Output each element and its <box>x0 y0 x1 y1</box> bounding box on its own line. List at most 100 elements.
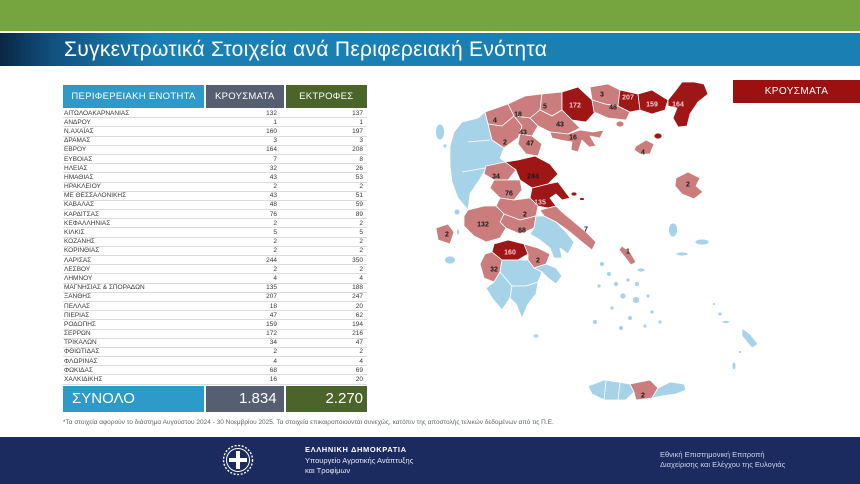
footnote-text: *Τα στοιχεία αφορούν το διάστημα Αυγούστ… <box>63 419 554 426</box>
region-name: ΗΡΑΚΛΕΙΟΥ <box>64 183 101 191</box>
cases-value: 207 <box>266 293 277 301</box>
farms-value: 53 <box>355 173 363 181</box>
farms-value: 47 <box>355 339 363 347</box>
region-pierias <box>517 133 543 157</box>
region-zakynthos-island <box>444 255 456 265</box>
cases-value: 2 <box>273 183 277 191</box>
farms-value: 2 <box>359 348 363 356</box>
ministry-text-block: ΕΛΛΗΝΙΚΗ ΔΗΜΟΚΡΑΤΙΑ Υπουργείο Αγροτικής … <box>305 445 413 475</box>
table-body: ΑΙΤΩΛΟΑΚΑΡΝΑΝΙΑΣ 132 137 ΑΝΔΡΟΥ 1 1 Ν.ΑΧΑΪΑΣ 16… <box>63 109 367 385</box>
cases-value: 2 <box>273 238 277 246</box>
cases-value: 132 <box>266 109 277 117</box>
region-name: ΚΙΛΚΙΣ <box>64 229 85 237</box>
farms-value: 8 <box>359 155 363 163</box>
farms-value: 1 <box>359 118 363 126</box>
cases-value: 2 <box>273 265 277 273</box>
table-row: ΑΝΔΡΟΥ 1 1 <box>63 118 367 128</box>
table-row: ΧΑΛΚΙΔΙΚΗΣ 16 20 <box>63 375 367 385</box>
map-value-thessalonikis: 43 <box>556 121 564 129</box>
committee-text-block: Εθνική Επιστημονική Επιτροπή Διαχείρισης… <box>660 450 785 470</box>
cases-value: 18 <box>269 302 277 310</box>
total-farms-value: 2.270 <box>285 385 368 412</box>
region-name: ΗΛΕΙΑΣ <box>64 164 88 172</box>
map-value-layer: 4 18 5 172 3 48 207 159 164 43 43 2 47 16 4 34 244 2 76 135… <box>390 82 780 432</box>
cases-value: 68 <box>269 366 277 374</box>
committee-line2: Διαχείρισης και Ελέγχου της Ευλογιάς <box>660 460 786 469</box>
top-green-band <box>0 0 860 31</box>
table-row: Ν.ΑΧΑΪΑΣ 160 197 <box>63 127 367 137</box>
region-name: ΞΑΝΘΗΣ <box>64 293 92 301</box>
column-header-regional-unit: ΠΕΡΙΦΕΡΕΙΑΚΗ ΕΝΟΤΗΤΑ <box>63 85 205 108</box>
region-kavalas <box>591 99 631 121</box>
map-value-fthiotidas: 2 <box>523 211 527 219</box>
table-row: ΕΒΡΟΥ 164 208 <box>63 146 367 155</box>
region-thasos-island <box>615 120 625 128</box>
region-cyclades-island <box>606 271 612 277</box>
region-name: ΔΡΑΜΑΣ <box>64 137 91 145</box>
title-bar: Συγκεντρωτικά Στοιχεία ανά Περιφερειακή … <box>0 33 860 66</box>
map-value-pierias: 47 <box>526 140 534 148</box>
region-name: ΤΡΙΚΑΛΩΝ <box>64 339 97 347</box>
map-value-kilkis: 5 <box>543 103 547 111</box>
cases-value: 43 <box>269 192 277 200</box>
region-karditsas <box>489 179 523 201</box>
table-row: ΠΙΕΡΙΑΣ 47 62 <box>63 311 367 321</box>
region-cyclades-island <box>596 283 602 289</box>
cases-value: 43 <box>269 173 277 181</box>
farms-value: 216 <box>352 330 363 338</box>
table-row: ΦΘΙΩΤΙΔΑΣ 2 2 <box>63 348 367 358</box>
table-row: ΠΕΛΛΑΣ 18 20 <box>63 302 367 312</box>
table-header-row: ΠΕΡΙΦΕΡΕΙΑΚΗ ΕΝΟΤΗΤΑ ΚΡΟΥΣΜΑΤΑ ΕΚΤΡΟΦΕΣ <box>63 85 367 108</box>
region-kefallinias <box>435 223 455 245</box>
farms-value: 188 <box>352 284 363 292</box>
column-header-cases: ΚΡΟΥΣΜΑΤΑ <box>206 85 284 108</box>
region-cyclades-island <box>657 319 663 325</box>
region-name: ΠΕΛΛΑΣ <box>64 302 91 310</box>
farms-value: 137 <box>352 109 363 117</box>
region-sporades-island <box>570 191 578 197</box>
map-value-irakleiou: 2 <box>641 392 645 400</box>
region-name: ΚΑΒΑΛΑΣ <box>64 201 95 209</box>
cases-value: 1 <box>273 118 277 126</box>
map-value-chalkidikis: 16 <box>569 134 577 142</box>
region-dodecanese-island <box>738 350 742 354</box>
region-name: ΚΑΡΔΙΤΣΑΣ <box>64 210 100 218</box>
region-kozanis <box>487 115 523 149</box>
region-name: ΦΛΩΡΙΝΑΣ <box>64 357 98 365</box>
cases-value: 159 <box>266 320 277 328</box>
farms-value: 2 <box>359 238 363 246</box>
farms-value: 247 <box>352 293 363 301</box>
table-row: ΛΕΣΒΟΥ 2 2 <box>63 265 367 275</box>
farms-value: 2 <box>359 219 363 227</box>
cases-value: 3 <box>273 137 277 145</box>
region-cyclades-island <box>625 277 631 283</box>
greece-choropleth-map: 4 18 5 172 3 48 207 159 164 43 43 2 47 16 4 34 244 2 76 135… <box>390 82 780 432</box>
region-ithaki-island <box>456 228 460 236</box>
map-value-achaias: 160 <box>504 249 516 257</box>
region-cyclades-island <box>649 309 655 315</box>
table-row: ΚΑΒΑΛΑΣ 48 59 <box>63 201 367 211</box>
farms-value: 4 <box>359 274 363 282</box>
hellenic-republic-label: ΕΛΛΗΝΙΚΗ ΔΗΜΟΚΡΑΤΙΑ <box>305 445 407 454</box>
table-row: ΚΟΡΙΝΘΙΑΣ 2 2 <box>63 247 367 256</box>
region-chalkidikis <box>549 129 605 153</box>
region-name: ΛΗΜΝΟΥ <box>64 274 93 282</box>
footer-band: ΕΛΛΗΝΙΚΗ ΔΗΜΟΚΡΑΤΙΑ Υπουργείο Αγροτικής … <box>0 437 860 484</box>
cases-value: 4 <box>273 357 277 365</box>
farms-value: 4 <box>359 357 363 365</box>
map-value-aitoloakarnanias: 132 <box>477 221 489 229</box>
map-value-evrou: 164 <box>672 101 684 109</box>
cases-value: 244 <box>266 256 277 264</box>
region-divider <box>603 380 621 401</box>
total-cases-value: 1.834 <box>206 385 284 412</box>
map-value-fokidas: 68 <box>518 227 526 235</box>
region-limnou <box>633 139 655 155</box>
map-value-imathias: 43 <box>519 129 527 137</box>
table-row: ΛΑΡΙΣΑΣ 244 350 <box>63 256 367 266</box>
farms-value: 26 <box>355 164 363 172</box>
cases-value: 76 <box>269 210 277 218</box>
map-legend-cases: ΚΡΟΥΣΜΑΤΑ <box>733 80 860 103</box>
map-value-androu: 1 <box>626 248 630 256</box>
cases-value: 172 <box>266 330 277 338</box>
region-viotia-attiki <box>529 215 575 259</box>
